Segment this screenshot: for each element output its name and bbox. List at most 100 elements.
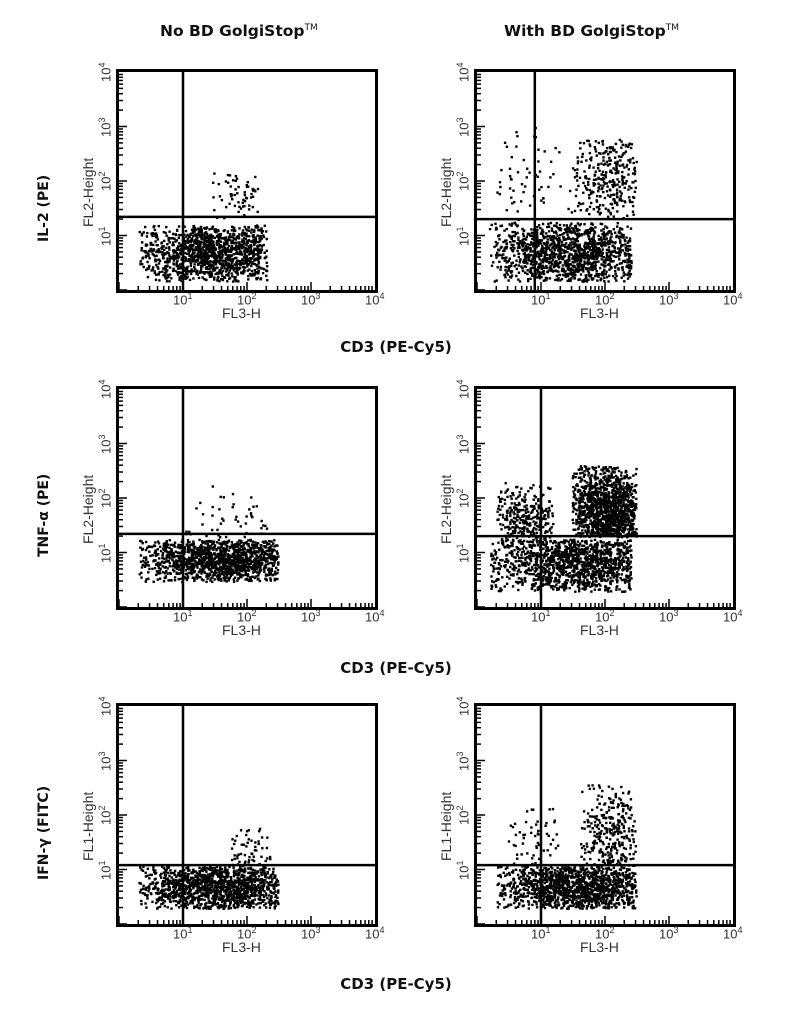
event-dot: [168, 260, 171, 263]
event-dot: [219, 522, 223, 525]
event-dot: [590, 252, 593, 255]
event-dot: [228, 174, 232, 177]
event-dot: [615, 235, 618, 239]
event-dot: [254, 237, 257, 241]
event-dot: [241, 258, 244, 262]
event-dot: [249, 552, 252, 555]
event-dot: [212, 266, 216, 269]
event-dot: [209, 237, 213, 240]
event-dot: [180, 567, 183, 570]
event-dot: [175, 233, 178, 237]
event-dot: [490, 223, 493, 227]
event-dot: [246, 566, 250, 570]
event-dot: [225, 561, 229, 565]
event-dot: [188, 565, 192, 569]
event-dot: [191, 232, 194, 235]
event-dot: [240, 553, 243, 557]
event-dot: [155, 250, 158, 254]
event-dot: [589, 144, 592, 148]
event-dot: [186, 233, 189, 237]
event-dot: [192, 545, 195, 548]
event-dot: [543, 554, 547, 557]
event-dot: [616, 222, 619, 225]
event-dot: [603, 259, 606, 262]
event-dot: [559, 246, 562, 249]
event-dot: [514, 556, 517, 559]
event-dot: [505, 256, 508, 259]
event-dot: [562, 269, 566, 272]
event-dot: [521, 227, 524, 231]
event-dot: [172, 232, 175, 236]
event-dot: [200, 264, 204, 267]
event-dot: [239, 561, 242, 564]
event-dot: [243, 565, 247, 569]
event-dot: [221, 541, 224, 544]
event-dot: [265, 553, 268, 556]
event-dot: [608, 150, 612, 154]
event-dot: [224, 260, 228, 263]
event-dot: [246, 241, 250, 245]
event-dot: [186, 265, 189, 269]
event-dot: [626, 261, 629, 264]
event-dot: [232, 242, 235, 245]
event-dot: [522, 238, 525, 241]
event-dot: [212, 548, 215, 551]
event-dot: [511, 202, 514, 205]
event-dot: [171, 257, 174, 260]
event-dot: [198, 254, 201, 257]
event-dot: [222, 244, 225, 248]
event-dot: [267, 568, 270, 572]
event-dot: [224, 535, 228, 539]
event-dot: [231, 492, 235, 496]
event-dot: [234, 563, 237, 566]
event-dot: [594, 267, 597, 271]
event-dot: [193, 266, 196, 269]
event-dot: [254, 226, 257, 229]
event-dot: [626, 273, 630, 277]
event-dot: [186, 541, 190, 544]
event-dot: [152, 232, 155, 235]
event-dot: [161, 551, 165, 555]
event-dot: [151, 554, 154, 557]
event-dot: [194, 246, 198, 249]
event-dot: [211, 505, 214, 509]
event-dot: [592, 233, 596, 236]
event-dot: [600, 570, 603, 573]
event-dot: [621, 260, 625, 263]
event-dot: [175, 239, 179, 242]
event-dot: [259, 555, 262, 558]
event-dot: [248, 508, 251, 511]
event-dot: [168, 246, 171, 249]
event-dot: [615, 201, 619, 204]
event-dot: [264, 545, 268, 548]
event-dot: [184, 229, 188, 233]
event-dot: [166, 550, 169, 554]
event-dot: [138, 230, 141, 234]
event-dot: [262, 558, 265, 561]
event-dot: [221, 237, 224, 240]
event-dot: [144, 548, 148, 552]
event-dot: [586, 567, 589, 570]
event-dot: [620, 199, 624, 202]
event-dot: [259, 255, 262, 259]
event-dot: [564, 270, 567, 273]
event-dot: [203, 277, 206, 281]
event-dot: [247, 278, 250, 281]
event-dot: [548, 244, 551, 247]
event-dot: [539, 250, 542, 253]
event-dot: [502, 249, 505, 253]
event-dot: [221, 558, 224, 561]
event-dot: [619, 251, 622, 254]
event-dot: [222, 573, 225, 576]
event-dot: [153, 551, 156, 554]
event-dot: [249, 555, 252, 558]
event-dot: [592, 257, 596, 261]
event-dot: [604, 173, 607, 177]
event-dot: [202, 579, 205, 582]
event-dot: [588, 205, 592, 209]
event-dot: [236, 259, 239, 262]
event-dot: [591, 262, 595, 265]
event-dot: [529, 246, 532, 250]
event-dot: [264, 577, 267, 580]
event-dot: [225, 566, 228, 569]
